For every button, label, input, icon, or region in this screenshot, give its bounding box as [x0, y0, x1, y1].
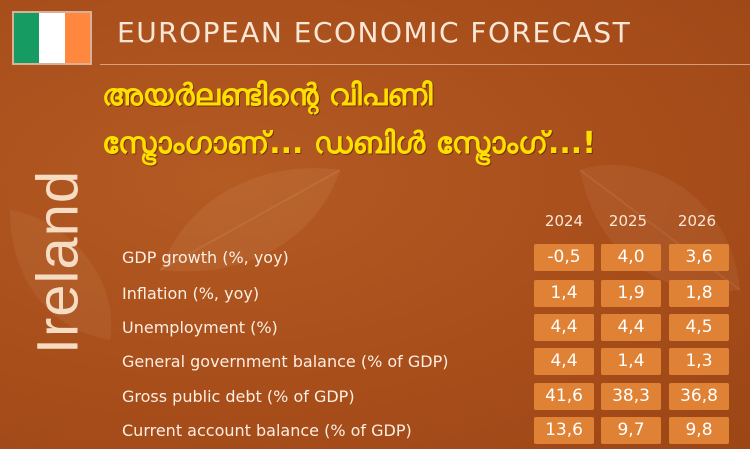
row-label-unemployment: Unemployment (%) — [122, 318, 278, 337]
value-cell: 3,6 — [669, 244, 729, 271]
row-label-current-account: Current account balance (% of GDP) — [122, 421, 412, 440]
header-title: EUROPEAN ECONOMIC FORECAST — [117, 16, 632, 49]
value-cell: 1,9 — [601, 280, 661, 307]
value-cell: 4,4 — [534, 348, 594, 375]
value-cell: 41,6 — [534, 383, 594, 410]
flag-stripe-orange — [64, 13, 90, 63]
leaf-decoration — [10, 210, 112, 340]
value-cell: 1,4 — [601, 348, 661, 375]
header-divider — [100, 64, 750, 65]
flag-stripe-white — [39, 13, 65, 63]
value-cell: 9,7 — [601, 417, 661, 444]
ireland-flag-icon — [14, 13, 90, 63]
headline-line-2: സ്ട്രോംഗാണ്... ഡബിൾ സ്ട്രോംഗ്...! — [102, 126, 596, 161]
row-label-public-debt: Gross public debt (% of GDP) — [122, 387, 355, 406]
value-cell: 4,5 — [669, 314, 729, 341]
value-cell: 1,4 — [534, 280, 594, 307]
value-cell: 1,8 — [669, 280, 729, 307]
value-cell: 4,4 — [534, 314, 594, 341]
row-label-gdp-growth: GDP growth (%, yoy) — [122, 248, 289, 267]
country-label: Ireland — [25, 169, 91, 355]
headline-line-1: അയർലണ്ടിന്റെ വിപണി — [102, 78, 433, 113]
year-header: 2025 — [608, 212, 648, 230]
year-header: 2024 — [544, 212, 584, 230]
year-header: 2026 — [677, 212, 717, 230]
value-cell: -0,5 — [534, 244, 594, 271]
leaf-decoration — [159, 168, 341, 272]
value-cell: 9,8 — [669, 417, 729, 444]
row-label-inflation: Inflation (%, yoy) — [122, 284, 260, 303]
value-cell: 4,4 — [601, 314, 661, 341]
value-cell: 4,0 — [601, 244, 661, 271]
value-cell: 13,6 — [534, 417, 594, 444]
row-label-government-balance: General government balance (% of GDP) — [122, 352, 449, 371]
value-cell: 36,8 — [669, 383, 729, 410]
value-cell: 1,3 — [669, 348, 729, 375]
flag-stripe-green — [14, 13, 40, 63]
value-cell: 38,3 — [601, 383, 661, 410]
